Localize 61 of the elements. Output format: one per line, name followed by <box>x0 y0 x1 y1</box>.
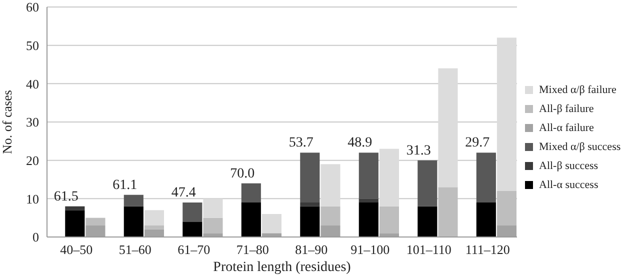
bar <box>144 210 164 226</box>
legend-label: Mixed α/β success <box>539 141 621 153</box>
x-tick-label: 81–90 <box>295 242 328 258</box>
y-tick-label: 30 <box>26 114 39 130</box>
bar <box>476 202 496 237</box>
bar <box>124 194 144 206</box>
bar <box>418 206 438 237</box>
x-tick-label: 71–80 <box>236 242 269 258</box>
bar <box>358 198 378 202</box>
bar <box>476 152 496 202</box>
bar <box>320 164 340 206</box>
x-tick-label: 91–100 <box>350 242 390 258</box>
bar <box>124 206 144 237</box>
bar <box>300 202 320 206</box>
y-tick-label: 50 <box>26 38 39 53</box>
legend-label: Mixed α/β failure <box>539 84 616 96</box>
bar <box>182 222 202 237</box>
bar <box>379 206 399 234</box>
legend-label: All-β failure <box>539 103 594 115</box>
annotation: 48.9 <box>348 136 372 151</box>
x-tick-label: 111–120 <box>465 242 510 258</box>
bar <box>182 202 202 222</box>
x-axis-title: Protein length (residues) <box>213 260 352 275</box>
y-tick-label: 0 <box>32 230 39 245</box>
bar <box>203 198 223 218</box>
y-tick-label: 20 <box>26 152 39 168</box>
annotation: 47.4 <box>171 186 196 200</box>
bar <box>496 38 516 191</box>
annotation: 29.7 <box>465 136 490 151</box>
bar <box>418 160 438 206</box>
bar <box>86 218 106 226</box>
x-tick-label: 40–50 <box>60 242 93 258</box>
bar <box>144 226 164 230</box>
legend-label: All-α failure <box>539 122 594 134</box>
bar <box>262 214 282 234</box>
bar <box>379 148 399 206</box>
bar <box>65 206 85 210</box>
bar <box>203 218 223 234</box>
bar <box>438 68 458 188</box>
x-tick-label: 51–60 <box>118 242 152 258</box>
annotation: 53.7 <box>288 136 314 151</box>
bar <box>320 206 340 226</box>
y-axis-title: No. of cases <box>0 90 15 154</box>
bar <box>358 152 378 199</box>
annotation: 61.1 <box>112 178 138 193</box>
y-tick-label: 60 <box>26 0 39 15</box>
legend-label: All-β success <box>539 160 598 172</box>
bar <box>65 210 85 237</box>
y-tick-label: 10 <box>26 191 39 206</box>
legend-label: All-α success <box>539 179 598 191</box>
annotation: 31.3 <box>406 143 431 158</box>
bar <box>300 152 320 202</box>
bar <box>241 183 261 202</box>
y-tick-label: 40 <box>26 76 39 92</box>
annotation: 70.0 <box>230 166 255 182</box>
annotation: 61.5 <box>54 189 78 204</box>
bar <box>241 202 261 237</box>
bar <box>300 206 320 237</box>
x-tick-label: 101–110 <box>406 242 452 258</box>
bar <box>358 202 378 237</box>
x-tick-label: 61–70 <box>178 242 210 258</box>
